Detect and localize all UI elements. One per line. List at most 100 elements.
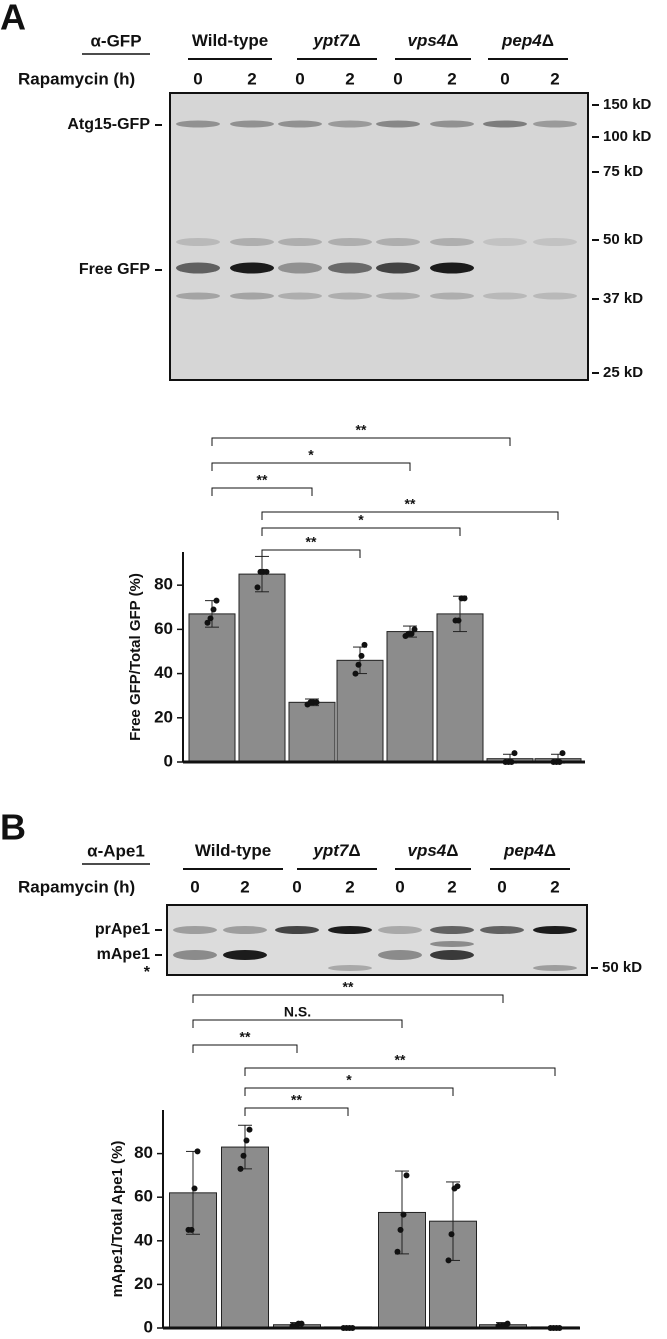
time-label: 2 — [240, 877, 249, 896]
data-point — [448, 1231, 455, 1238]
significance-label: ** — [291, 1092, 302, 1108]
blot-band — [278, 238, 322, 246]
data-point — [213, 597, 220, 604]
blot-band — [230, 238, 274, 246]
significance-bracket — [244, 1067, 556, 1076]
blot-band — [223, 926, 267, 934]
time-label: 2 — [447, 877, 456, 896]
time-label: 0 — [190, 877, 199, 896]
data-point — [355, 661, 362, 668]
data-point — [461, 595, 468, 602]
time-label: 0 — [193, 69, 202, 88]
time-label: 0 — [500, 69, 509, 88]
antibody-label: α-GFP — [90, 31, 141, 50]
strain-suffix: Δ — [446, 841, 458, 860]
data-point — [313, 699, 320, 706]
data-point — [237, 1165, 244, 1172]
bar — [288, 701, 336, 763]
data-point — [191, 1185, 198, 1192]
significance-label: ** — [240, 1029, 251, 1045]
data-point — [240, 1152, 247, 1159]
band-label: Free GFP — [79, 261, 150, 278]
y-tick-label: 40 — [134, 1230, 153, 1249]
strain-name: Wild-type — [192, 31, 268, 50]
blot-band — [328, 120, 372, 128]
strain-label: ypt7Δ — [312, 841, 360, 860]
blot-band — [378, 926, 422, 934]
data-point — [254, 584, 261, 591]
bar — [436, 613, 484, 763]
y-tick-label: 60 — [134, 1187, 153, 1206]
blot-band — [278, 292, 322, 300]
strain-label: pep4Δ — [501, 31, 554, 50]
data-point — [246, 1126, 253, 1133]
blot-band — [483, 292, 527, 300]
blot-band — [483, 238, 527, 246]
significance-bracket — [211, 487, 313, 496]
significance-label: ** — [395, 1052, 406, 1068]
significance-label: ** — [306, 534, 317, 550]
data-point — [408, 630, 415, 637]
strain-suffix: Δ — [544, 841, 556, 860]
significance-bracket — [261, 511, 559, 520]
blot-band — [430, 238, 474, 246]
y-tick-label: 0 — [164, 751, 173, 770]
blot-band — [483, 120, 527, 128]
y-tick-label: 20 — [154, 707, 173, 726]
significance-label: ** — [343, 979, 354, 995]
blot-band — [328, 926, 372, 934]
marker-label: 75 kD — [603, 163, 643, 180]
data-point — [188, 1226, 195, 1233]
data-point — [298, 1320, 305, 1327]
y-tick-label: 0 — [144, 1317, 153, 1336]
marker-label: 37 kD — [603, 290, 643, 307]
blot-band — [533, 120, 577, 128]
strain-suffix: Δ — [542, 31, 554, 50]
blot-band — [176, 238, 220, 246]
blot-band — [275, 926, 319, 934]
blot-band — [230, 120, 274, 128]
panel-label: A — [0, 0, 26, 38]
blot-band — [176, 292, 220, 300]
marker-label: 25 kD — [603, 364, 643, 381]
data-point — [263, 568, 270, 575]
blot-band — [328, 292, 372, 300]
time-label: 2 — [345, 877, 354, 896]
significance-label: * — [346, 1072, 352, 1088]
blot-band — [376, 238, 420, 246]
blot-band — [278, 262, 322, 274]
blot-band — [533, 965, 577, 971]
blot-band — [328, 965, 372, 971]
strain-name: ypt7 — [312, 31, 350, 50]
blot-band — [176, 120, 220, 128]
bar — [238, 573, 286, 763]
strain-label: vps4Δ — [408, 841, 459, 860]
blot-band — [376, 292, 420, 300]
data-point — [411, 626, 418, 633]
blot-band — [230, 292, 274, 300]
strain-label: pep4Δ — [503, 841, 556, 860]
bar — [221, 1146, 269, 1329]
marker-label: 100 kD — [603, 128, 652, 145]
blot-band — [430, 926, 474, 934]
y-axis-label: mApe1/Total Ape1 (%) — [109, 1141, 126, 1298]
strain-label: Wild-type — [195, 841, 271, 860]
strain-name: pep4 — [501, 31, 542, 50]
y-tick-label: 60 — [154, 619, 173, 638]
significance-bracket — [211, 437, 511, 446]
blot-band — [430, 941, 474, 947]
y-tick-label: 80 — [134, 1143, 153, 1162]
y-tick-label: 80 — [154, 575, 173, 594]
blot-band — [430, 262, 474, 274]
y-axis-label: Free GFP/Total GFP (%) — [127, 573, 144, 741]
blot-band — [230, 262, 274, 274]
blot-band — [376, 120, 420, 128]
rapamycin-label: Rapamycin (h) — [18, 877, 135, 896]
data-point — [445, 1257, 452, 1264]
blot-band — [430, 950, 474, 960]
significance-bracket — [261, 549, 361, 558]
data-point — [243, 1137, 250, 1144]
bar — [188, 613, 236, 763]
antibody-label: α-Ape1 — [87, 841, 145, 860]
